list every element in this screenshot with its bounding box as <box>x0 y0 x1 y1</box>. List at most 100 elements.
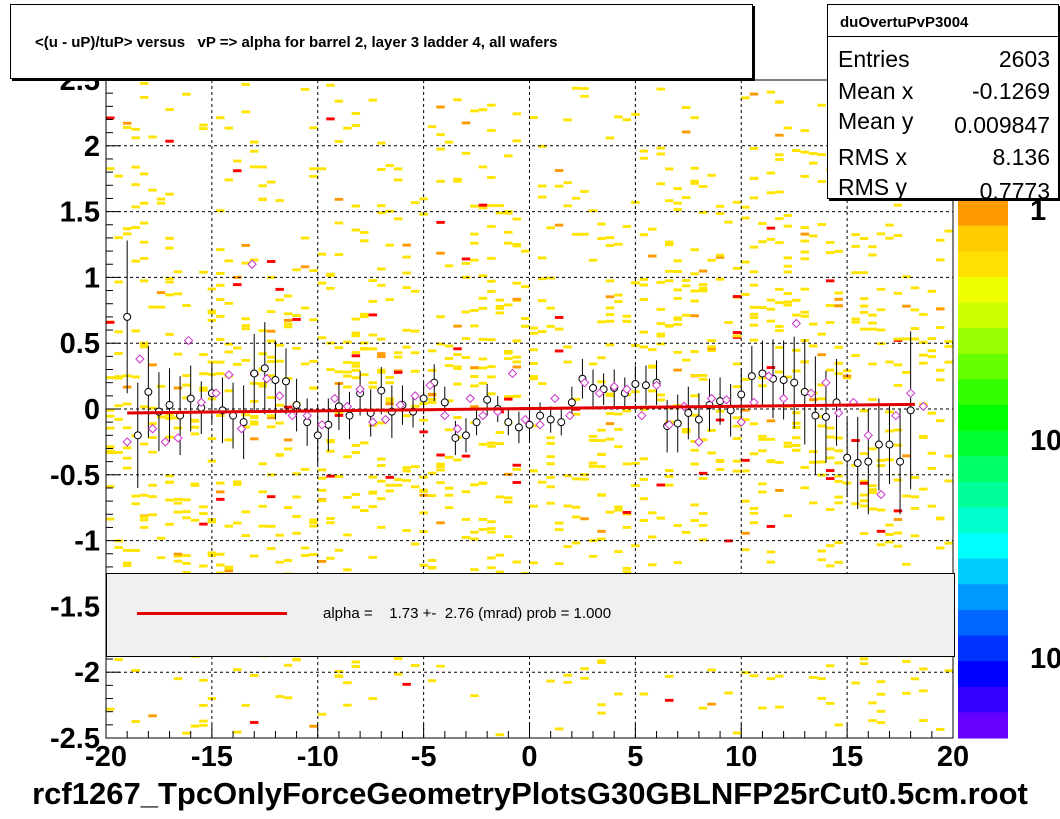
profile-point <box>536 411 545 420</box>
profile-point <box>377 386 386 395</box>
histogram-cell <box>334 221 344 225</box>
histogram-cell <box>266 495 276 499</box>
histogram-cell <box>681 358 691 362</box>
histogram-cell <box>834 723 843 727</box>
histogram-cell <box>800 232 810 236</box>
histogram-cell <box>360 441 369 445</box>
histogram-cell <box>537 299 547 303</box>
histogram-cell <box>453 324 462 328</box>
histogram-cell <box>859 452 869 456</box>
histogram-cell <box>233 169 242 173</box>
histogram-cell <box>546 441 555 445</box>
histogram-cell <box>927 451 937 455</box>
histogram-cell <box>783 441 793 445</box>
histogram-cell <box>444 455 454 459</box>
histogram-cell <box>512 112 522 116</box>
histogram-cell <box>487 444 496 448</box>
histogram-cell <box>775 324 784 328</box>
histogram-cell <box>775 241 784 245</box>
histogram-cell <box>885 236 894 240</box>
histogram-cell <box>825 279 835 283</box>
histogram-cell <box>588 554 598 558</box>
histogram-cell <box>148 422 157 426</box>
histogram-cell <box>698 373 708 377</box>
histogram-cell <box>402 255 411 259</box>
histogram-cell <box>537 184 547 188</box>
histogram-cell <box>529 348 538 352</box>
histogram-cell <box>249 416 259 420</box>
histogram-cell <box>698 471 708 475</box>
histogram-cell <box>309 318 318 322</box>
histogram-cell <box>173 292 183 296</box>
histogram-cell <box>487 256 496 260</box>
histogram-cell <box>707 451 716 455</box>
histogram-cell <box>698 283 708 287</box>
histogram-cell <box>148 188 157 192</box>
histogram-cell <box>893 363 903 367</box>
profile-point <box>758 369 767 378</box>
histogram-cell <box>436 133 445 137</box>
histogram-cell <box>266 360 276 364</box>
histogram-cell <box>876 543 886 547</box>
histogram-cell <box>148 513 157 517</box>
histogram-cell <box>944 669 953 673</box>
histogram-cell <box>224 524 234 528</box>
histogram-cell <box>241 510 250 514</box>
histogram-cell <box>377 497 386 501</box>
histogram-cell <box>317 712 327 716</box>
profile-point <box>271 376 280 385</box>
histogram-cell <box>741 377 750 381</box>
histogram-cell <box>749 521 759 525</box>
histogram-cell <box>258 165 267 169</box>
histogram-cell <box>597 428 606 432</box>
histogram-cell <box>512 244 522 248</box>
histogram-cell <box>809 398 818 402</box>
histogram-cell <box>690 462 699 466</box>
profile-point <box>514 423 523 432</box>
histogram-cell <box>512 560 522 564</box>
histogram-cell <box>766 677 776 681</box>
histogram-cell <box>902 304 911 308</box>
histogram-cell <box>461 257 471 261</box>
histogram-cell <box>182 304 191 307</box>
histogram-cell <box>139 442 149 446</box>
histogram-cell <box>546 276 555 280</box>
profile-point <box>737 390 746 399</box>
color-scale-segment <box>958 533 1008 560</box>
histogram-cell <box>605 422 615 426</box>
histogram-cell <box>834 495 843 499</box>
histogram-cell <box>893 291 903 295</box>
histogram-cell <box>775 100 784 104</box>
histogram-cell <box>936 378 945 382</box>
y-tick-label: 2 <box>84 131 100 163</box>
histogram-cell <box>114 330 123 334</box>
alt-point <box>135 354 145 364</box>
histogram-cell <box>758 449 767 453</box>
histogram-cell <box>605 319 615 323</box>
histogram-cell <box>876 508 886 512</box>
histogram-cell <box>673 323 682 326</box>
histogram-cell <box>368 347 378 351</box>
histogram-cell <box>665 240 674 244</box>
histogram-cell <box>224 389 234 393</box>
histogram-cell <box>868 719 877 723</box>
color-scale-segment <box>958 404 1008 432</box>
histogram-cell <box>114 174 123 178</box>
histogram-cell <box>817 549 826 553</box>
histogram-cell <box>131 669 140 673</box>
histogram-cell <box>377 525 386 529</box>
histogram-cell <box>182 396 191 400</box>
histogram-cell <box>139 279 149 283</box>
histogram-cell <box>444 264 454 268</box>
histogram-cell <box>470 308 479 312</box>
histogram-cell <box>859 310 869 314</box>
histogram-cell <box>919 361 928 365</box>
histogram-cell <box>487 392 496 396</box>
profile-point <box>472 418 481 427</box>
alt-point <box>465 393 475 404</box>
histogram-cell <box>495 211 505 215</box>
histogram-cell <box>876 529 886 533</box>
histogram-cell <box>266 374 276 378</box>
histogram-cell <box>326 368 335 372</box>
histogram-cell <box>326 117 335 121</box>
